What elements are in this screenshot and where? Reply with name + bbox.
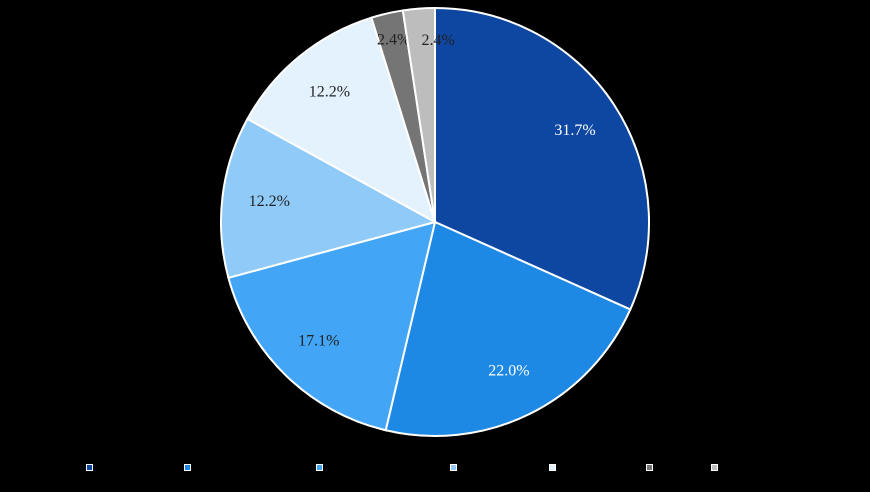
pie-slice-2 [384,220,632,437]
slice-value-label-3: 17.1% [298,333,339,350]
slice-value-label-2: 22.0% [488,362,529,379]
pie-slice-3 [227,220,437,432]
pie-slice-7 [401,6,436,223]
slice-value-label-7: 2.4% [421,32,454,49]
pie-slice-1 [434,6,650,311]
slice-value-label-6: 2.4% [377,31,410,48]
slice-value-label-4: 12.2% [249,193,290,210]
pie-slice-4 [220,117,438,280]
pie-slice-5 [246,16,437,225]
slice-value-label-5: 12.2% [309,83,350,100]
slice-value-label-1: 31.7% [554,122,595,139]
